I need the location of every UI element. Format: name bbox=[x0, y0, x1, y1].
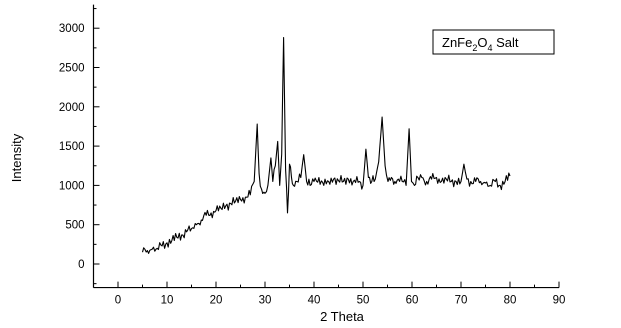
legend-box bbox=[432, 29, 555, 55]
x-tick-label: 30 bbox=[259, 295, 272, 307]
y-tick-label: 3000 bbox=[59, 23, 85, 35]
x-tick-label: 80 bbox=[504, 295, 517, 307]
y-axis-title: Intensity bbox=[9, 133, 24, 182]
x-tick-label: 20 bbox=[210, 295, 223, 307]
series-line bbox=[141, 37, 511, 254]
x-tick-label: 10 bbox=[161, 295, 174, 307]
y-tick-label: 2000 bbox=[59, 102, 85, 114]
y-tick-label: 0 bbox=[78, 259, 84, 271]
x-tick-label: 90 bbox=[553, 295, 566, 307]
x-tick-label: 0 bbox=[115, 295, 121, 307]
x-tick-label: 50 bbox=[357, 295, 370, 307]
y-tick-label: 1500 bbox=[59, 141, 85, 153]
legend: ZnFe2O4 Salt bbox=[432, 29, 555, 55]
y-tick-label: 2500 bbox=[59, 63, 85, 75]
y-axis-ticks: 0 500 1000 1500 2000 2500 3000 bbox=[59, 8, 100, 285]
x-tick-label: 40 bbox=[308, 295, 321, 307]
x-tick-label: 60 bbox=[406, 295, 419, 307]
x-axis-ticks: 0 10 20 30 40 50 60 70 80 90 bbox=[93, 281, 566, 307]
y-tick-label: 1000 bbox=[59, 180, 85, 192]
legend-label: ZnFe2O4 Salt bbox=[442, 35, 519, 53]
y-tick-label: 500 bbox=[65, 220, 84, 232]
x-tick-label: 70 bbox=[455, 295, 468, 307]
x-axis-title: 2 Theta bbox=[320, 309, 365, 324]
